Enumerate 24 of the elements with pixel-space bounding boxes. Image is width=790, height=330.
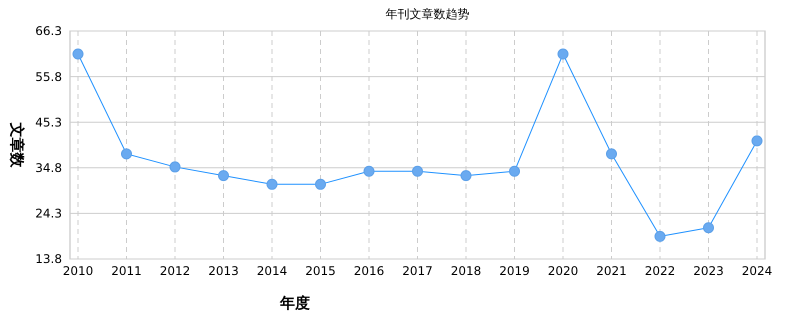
- x-tick-label: 2013: [208, 264, 239, 278]
- x-tick-label: 2023: [693, 264, 724, 278]
- x-tick-label: 2017: [402, 264, 433, 278]
- x-tick-label: 2011: [111, 264, 142, 278]
- chart-title: 年刊文章数趋势: [386, 7, 470, 21]
- x-tick-label: 2015: [305, 264, 336, 278]
- x-tick-label: 2010: [62, 264, 94, 278]
- x-tick-label: 2021: [596, 264, 627, 278]
- x-tick-label: 2014: [256, 264, 288, 278]
- x-tick-label: 2022: [644, 264, 676, 278]
- x-tick-label: 2024: [742, 264, 772, 278]
- x-tick-label: 2012: [160, 264, 190, 278]
- y-tick-label: 55.8: [35, 70, 62, 84]
- x-tick-label: 2020: [548, 264, 578, 278]
- y-tick-label: 66.3: [35, 24, 62, 38]
- x-tick-label: 2018: [450, 264, 482, 278]
- x-tick-label: 2019: [499, 264, 530, 278]
- y-axis-title: 文章数: [8, 122, 26, 168]
- y-tick-label: 34.8: [35, 161, 62, 175]
- y-tick-label: 24.3: [35, 206, 62, 221]
- y-tick-label: 13.8: [35, 252, 62, 266]
- x-tick-label: 2016: [354, 264, 384, 278]
- x-axis-title: 年度: [279, 294, 310, 312]
- y-tick-label: 45.3: [35, 115, 62, 130]
